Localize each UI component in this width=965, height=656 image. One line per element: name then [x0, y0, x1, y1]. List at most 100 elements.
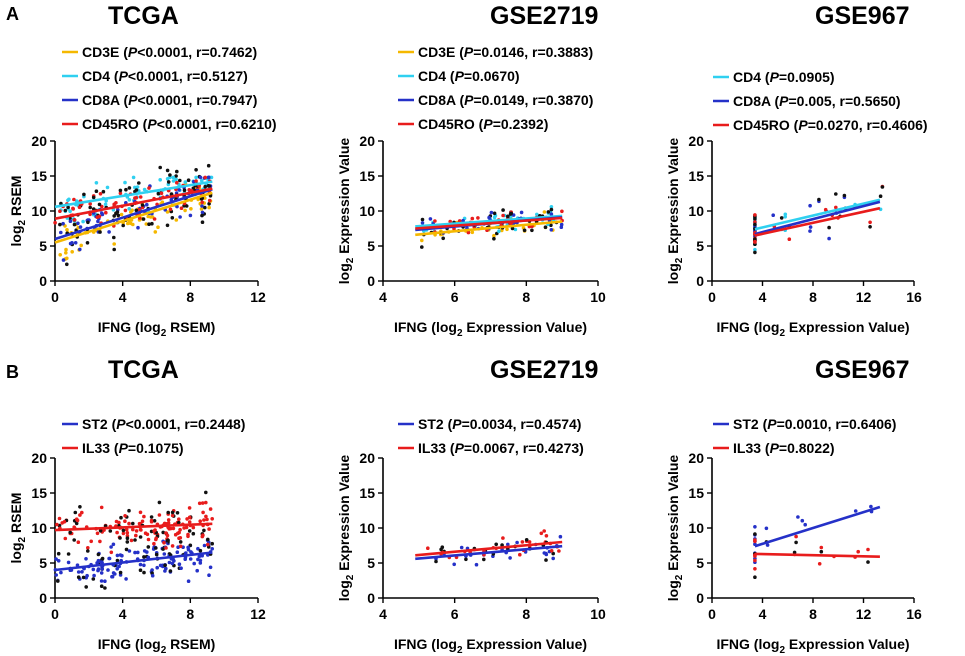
x-tick-label: 0	[708, 289, 716, 305]
data-point	[165, 223, 170, 228]
data-point	[73, 241, 78, 245]
data-point	[109, 550, 114, 555]
data-point	[58, 209, 62, 213]
data-point	[200, 204, 204, 208]
legend-label: ST2 (P=0.0034, r=0.4574)	[418, 416, 581, 432]
data-point	[204, 490, 208, 495]
data-point	[76, 540, 81, 544]
data-point	[179, 206, 184, 210]
data-point	[509, 211, 513, 216]
x-tick-label: 8	[809, 606, 817, 622]
data-point	[65, 228, 69, 232]
data-point	[461, 218, 465, 223]
y-axis-label: log2 RSEM	[8, 493, 28, 564]
data-point	[464, 557, 468, 562]
data-point	[207, 573, 211, 577]
data-point	[487, 215, 491, 220]
fit-line-cd8a	[54, 188, 213, 241]
data-point	[197, 554, 202, 559]
data-point	[125, 540, 130, 544]
data-point	[68, 216, 72, 221]
x-tick-label: 8	[809, 289, 817, 305]
x-tick-label: 16	[906, 606, 922, 622]
y-tick-label: 10	[31, 203, 47, 219]
y-tick-label: 5	[367, 555, 375, 571]
x-tick-label: 0	[51, 606, 59, 622]
data-point	[474, 562, 479, 567]
data-point	[98, 539, 102, 544]
data-point	[92, 573, 96, 578]
data-point	[141, 217, 146, 221]
data-point	[492, 211, 497, 216]
data-point	[98, 230, 102, 234]
data-point	[200, 210, 205, 215]
data-point	[166, 521, 171, 525]
y-tick-label: 15	[31, 168, 47, 184]
data-point	[163, 569, 167, 573]
data-point	[59, 230, 63, 235]
fit-line-cd4	[415, 214, 563, 228]
data-point	[162, 552, 167, 556]
data-point	[121, 223, 125, 228]
chart-a-gse967: GSE967 CD4 (P=0.0905) CD8A (P=0.005, r=0.5…	[665, 2, 928, 339]
data-point	[182, 188, 187, 192]
data-point	[178, 540, 183, 544]
data-point	[187, 515, 192, 520]
x-tick-label: 10	[590, 606, 606, 622]
data-point	[753, 575, 757, 579]
data-point	[868, 225, 872, 229]
data-point	[470, 216, 475, 221]
data-point	[420, 245, 424, 249]
data-point	[118, 536, 122, 540]
data-point	[121, 528, 126, 533]
data-point	[152, 529, 156, 533]
data-point	[476, 216, 480, 220]
data-point	[186, 532, 190, 537]
data-point	[96, 219, 100, 224]
data-point	[501, 213, 505, 218]
data-point	[175, 169, 179, 174]
data-point	[420, 221, 425, 225]
y-axis-label: log2 Expression Value	[336, 455, 356, 602]
data-point	[185, 517, 189, 521]
data-point	[182, 526, 186, 530]
fit-line-cd4	[54, 180, 213, 209]
data-point	[175, 180, 179, 185]
x-tick-label: 16	[906, 289, 922, 305]
data-point	[878, 194, 883, 198]
data-point	[123, 208, 128, 213]
data-point	[198, 519, 202, 523]
data-point	[205, 517, 209, 522]
data-point	[115, 558, 120, 563]
data-point	[135, 185, 140, 189]
data-point	[192, 561, 196, 566]
data-point	[134, 208, 139, 213]
data-point	[96, 552, 101, 557]
y-axis-label: log2 Expression Value	[665, 455, 685, 602]
data-point	[76, 221, 80, 226]
data-point	[125, 536, 130, 540]
fit-line-cd4	[754, 198, 881, 231]
y-tick-label: 5	[696, 238, 704, 254]
data-point	[765, 543, 770, 547]
data-point	[506, 542, 510, 547]
data-point	[203, 205, 207, 210]
data-point	[753, 525, 757, 529]
x-axis-label: IFNG (log2 Expression Value)	[394, 319, 587, 339]
data-point	[188, 557, 193, 561]
data-point	[138, 510, 143, 515]
data-point	[508, 556, 512, 560]
legend-label: CD8A (P<0.0001, r=0.7947)	[82, 92, 257, 108]
x-tick-label: 10	[590, 289, 606, 305]
data-point	[197, 501, 202, 506]
data-point	[551, 551, 555, 556]
data-point	[551, 556, 555, 561]
chart-title: TCGA	[108, 356, 179, 384]
data-point	[111, 542, 116, 547]
data-point	[140, 519, 145, 524]
data-point	[115, 553, 120, 558]
data-point	[95, 531, 100, 536]
chart-a-gse2719: GSE2719 CD3E (P=0.0146, r=0.3883) CD4 (P=0…	[336, 2, 606, 339]
data-point	[519, 210, 524, 215]
data-point	[94, 181, 99, 185]
